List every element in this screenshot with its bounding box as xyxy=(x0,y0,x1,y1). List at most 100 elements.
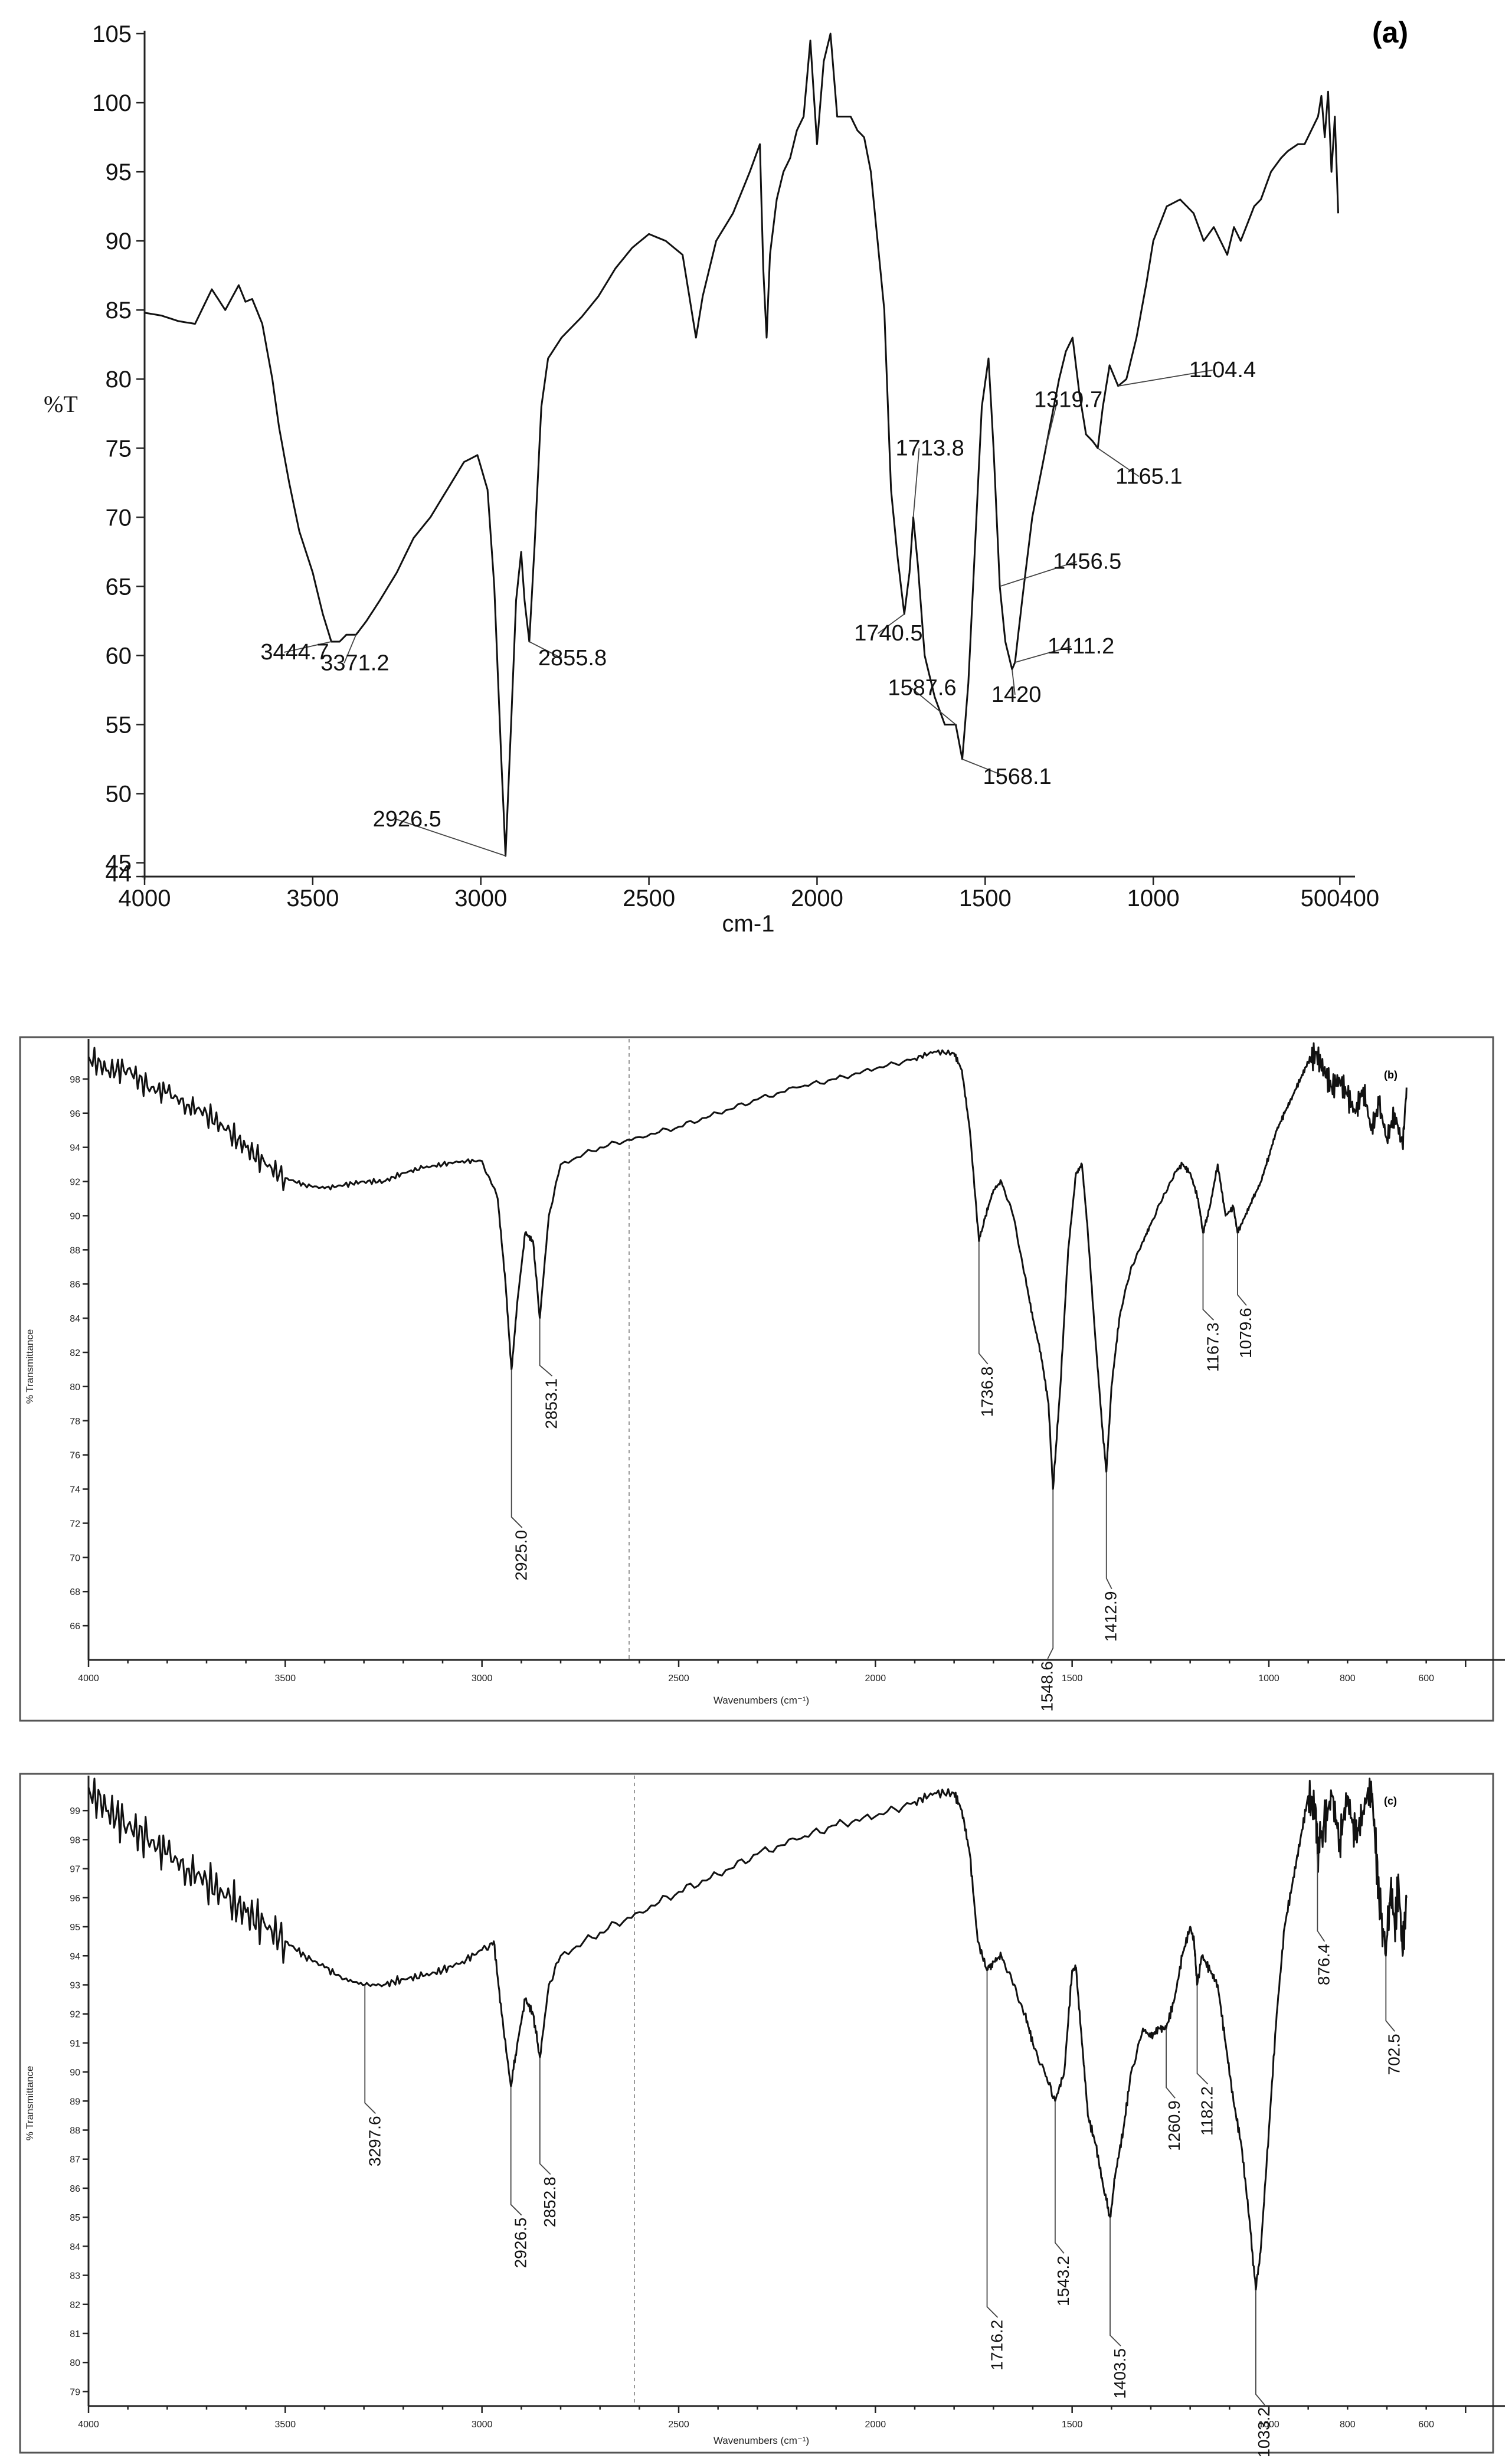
spectrum-b-x-tick-label: 4000 xyxy=(78,1673,99,1684)
spectrum-b-y-tick-label: 84 xyxy=(70,1314,80,1324)
spectrum-c-x-tick-label: 1000 xyxy=(1258,2420,1279,2430)
peak-label: 2855.8 xyxy=(538,646,607,671)
spectrum-c-y-tick-label: 97 xyxy=(70,1865,80,1875)
spectrum-b-ylabel: % Transmittance xyxy=(24,1329,35,1404)
spectrum-c-y-tick-label: 98 xyxy=(70,1835,80,1845)
spectrum-a-y-tick-label: 60 xyxy=(106,643,132,669)
spectrum-c-y-tick-label: 95 xyxy=(70,1923,80,1933)
peak-label: 2926.5 xyxy=(512,2218,530,2269)
spectrum-b-y-tick-label: 68 xyxy=(70,1587,80,1597)
spectrum-c-y-tick-label: 99 xyxy=(70,1806,80,1816)
spectrum-c-y-tick-label: 85 xyxy=(70,2213,80,2223)
peak-leader xyxy=(962,759,1007,777)
spectrum-c-axes: 79 80 81 82 83 84 85 86 87 88 89 90 91 92 93 94 95 96 97 98… xyxy=(70,1776,1505,2430)
peak-leader xyxy=(1105,1472,1112,1590)
peak-leader xyxy=(1110,2217,1121,2346)
peak-leader xyxy=(978,1241,989,1365)
peak-label: 1713.8 xyxy=(895,436,964,460)
peak-leader xyxy=(284,641,332,653)
peak-leader xyxy=(396,819,506,857)
spectrum-b-x-tick-label: 2000 xyxy=(865,1673,886,1684)
spectrum-c-x-tick-label: 4000 xyxy=(78,2420,99,2430)
spectrum-c-y-tick-label: 92 xyxy=(70,2010,80,2020)
spectrum-b-y-tick-label: 96 xyxy=(70,1109,80,1119)
spectrum-a-y-tick-label: 105 xyxy=(92,21,132,47)
peak-leader xyxy=(1011,669,1016,695)
peak-label: 1568.1 xyxy=(983,764,1052,789)
peak-leader xyxy=(1047,1489,1054,1659)
spectrum-a-y-tick-label: 50 xyxy=(106,782,132,808)
spectrum-a-y-tick-label: 45 xyxy=(106,851,132,877)
spectrum-c-xlabel: Wavenumbers (cm⁻¹) xyxy=(714,2435,809,2446)
peak-label: 1587.6 xyxy=(888,675,956,700)
peak-label: 3371.2 xyxy=(320,651,389,675)
peak-leader xyxy=(1255,2290,1265,2405)
spectrum-a-y-tick-label: 100 xyxy=(92,90,132,116)
spectrum-b-frame xyxy=(19,1036,1494,1722)
peak-label: 1456.5 xyxy=(1053,549,1121,574)
peak-leader xyxy=(1237,1233,1247,1306)
peak-leader xyxy=(912,448,920,518)
spectrum-c-x-tick-label: 2500 xyxy=(668,2420,689,2430)
spectrum-b-x-tick-label: 3500 xyxy=(275,1673,296,1684)
peak-leader xyxy=(1097,447,1140,478)
spectrum-a-y-tick-label: 55 xyxy=(106,712,132,738)
spectrum-b-axes: 66 68 70 72 74 76 78 80 82 84 86 88 90 92 94 96 98 4000 35… xyxy=(70,1039,1505,1684)
spectrum-c-x-tick-label: 3000 xyxy=(472,2420,493,2430)
spectrum-c-y-tick-label: 86 xyxy=(70,2184,80,2194)
spectrum-c-y-tick-label: 82 xyxy=(70,2300,80,2310)
spectrum-b-x-tick-label: 1000 xyxy=(1258,1673,1279,1684)
peak-leader xyxy=(1196,1985,1209,2085)
spectrum-a-x-tick-label: 1500 xyxy=(959,885,1012,911)
spectrum-c-y-tick-label: 84 xyxy=(70,2242,80,2252)
peak-label: 1543.2 xyxy=(1054,2256,1072,2306)
spectrum-b-y-tick-label: 66 xyxy=(70,1622,80,1632)
peak-label: 1182.2 xyxy=(1198,2086,1216,2136)
spectrum-a-y-tick-label: 90 xyxy=(106,228,132,254)
peak-leader xyxy=(999,561,1077,587)
spectrum-b-x-tick-label: 2500 xyxy=(668,1673,689,1684)
spectrum-c-x-tick-label: 600 xyxy=(1418,2420,1434,2430)
spectrum-b-y-tick-label: 82 xyxy=(70,1348,80,1358)
spectrum-b-y-tick-label: 70 xyxy=(70,1553,80,1563)
spectrum-a-panel-label: (a) xyxy=(1372,16,1408,49)
spectrum-a-y-tick-label: 70 xyxy=(106,505,132,531)
spectrum-a-x-tick-label: 2000 xyxy=(791,885,843,911)
spectrum-a-y-tick-label: 95 xyxy=(106,159,132,185)
peak-leader xyxy=(539,1318,553,1377)
spectrum-b: 66 68 70 72 74 76 78 80 82 84 86 88 90 92 94 96 98 4000 35… xyxy=(19,1036,1505,1722)
peak-leader xyxy=(364,1985,376,2114)
peak-leader xyxy=(510,1369,523,1528)
spectrum-b-y-tick-label: 88 xyxy=(70,1246,80,1256)
spectrum-b-x-tick-label: 3000 xyxy=(472,1673,493,1684)
peak-label: 1104.4 xyxy=(1189,358,1256,383)
peak-leader xyxy=(510,2086,522,2216)
spectrum-b-y-tick-label: 92 xyxy=(70,1178,80,1188)
spectrum-c-y-tick-label: 79 xyxy=(70,2387,80,2397)
spectrum-c-y-tick-label: 93 xyxy=(70,1980,80,1990)
spectrum-b-x-tick-label: 600 xyxy=(1418,1673,1434,1684)
peak-label: 1548.6 xyxy=(1038,1661,1056,1712)
spectrum-c-y-tick-label: 81 xyxy=(70,2329,80,2339)
peak-label: 3297.6 xyxy=(365,2116,384,2166)
peak-leader xyxy=(1118,370,1213,387)
spectrum-a-x-tick-label: 4000 xyxy=(119,885,171,911)
spectrum-b-x-tick-label: 1500 xyxy=(1062,1673,1083,1684)
spectrum-c-y-tick-label: 80 xyxy=(70,2358,80,2368)
spectrum-c-y-tick-label: 96 xyxy=(70,1894,80,1904)
spectrum-c-frame xyxy=(19,1773,1494,2454)
peak-label: 2852.8 xyxy=(541,2176,559,2227)
peak-leader xyxy=(877,613,905,634)
peak-label: 2925.0 xyxy=(512,1530,531,1581)
spectrum-c-y-tick-label: 90 xyxy=(70,2068,80,2078)
spectrum-c-panel-label: (c) xyxy=(1384,1795,1397,1807)
spectrum-b-x-tick-label: 800 xyxy=(1340,1673,1356,1684)
peak-leader xyxy=(343,634,357,663)
peak-leader xyxy=(529,641,562,659)
spectrum-a-y-tick-label: 44 xyxy=(106,861,132,887)
spectrum-c-x-tick-label: 1500 xyxy=(1062,2420,1083,2430)
spectrum-c-y-tick-label: 94 xyxy=(70,1952,80,1962)
